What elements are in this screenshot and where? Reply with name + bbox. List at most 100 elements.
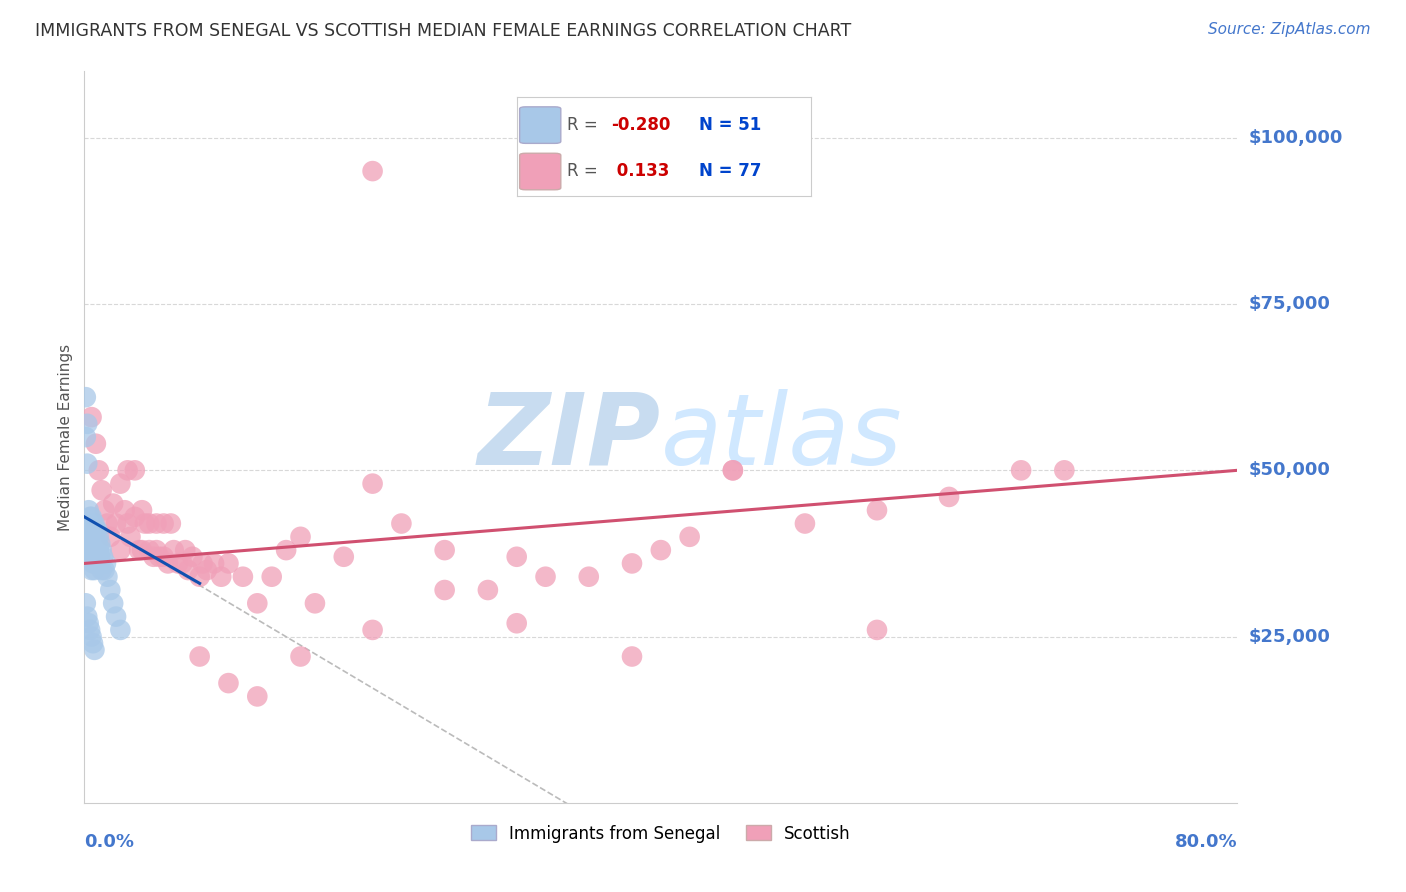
Point — [83, 543, 105, 558]
Point — [232, 570, 254, 584]
Point — [80, 509, 103, 524]
Point — [290, 530, 312, 544]
Point — [650, 543, 672, 558]
Point — [89, 536, 111, 550]
Point — [94, 557, 117, 571]
Point — [188, 570, 211, 584]
Point — [80, 523, 103, 537]
Point — [142, 549, 165, 564]
Point — [156, 557, 179, 571]
Text: $75,000: $75,000 — [1249, 295, 1330, 313]
Text: 0.0%: 0.0% — [84, 833, 135, 851]
Point — [506, 549, 529, 564]
Point — [84, 523, 107, 537]
Point — [167, 557, 190, 571]
Point — [131, 503, 153, 517]
Point — [90, 543, 112, 558]
Point — [87, 543, 110, 558]
Point — [138, 543, 160, 558]
Point — [93, 563, 115, 577]
Point — [866, 503, 889, 517]
Point — [163, 543, 186, 558]
Point — [86, 523, 108, 537]
Point — [98, 582, 121, 597]
Point — [82, 543, 104, 558]
Point — [90, 483, 112, 498]
Point — [96, 516, 118, 531]
Point — [103, 497, 124, 511]
Point — [578, 570, 600, 584]
Point — [361, 623, 384, 637]
Point — [290, 649, 312, 664]
Point — [77, 543, 100, 558]
Point — [110, 623, 132, 637]
Point — [82, 557, 104, 571]
Point — [621, 557, 644, 571]
Point — [218, 676, 240, 690]
Point — [195, 563, 218, 577]
Text: $100,000: $100,000 — [1249, 128, 1343, 147]
Point — [191, 557, 214, 571]
Point — [80, 563, 103, 577]
Point — [246, 596, 269, 610]
Point — [77, 616, 100, 631]
Point — [276, 543, 298, 558]
Point — [1010, 463, 1032, 477]
Point — [84, 536, 107, 550]
Point — [260, 570, 283, 584]
Point — [76, 457, 98, 471]
Text: ZIP: ZIP — [478, 389, 661, 485]
Point — [134, 516, 156, 531]
Point — [79, 530, 101, 544]
Point — [80, 410, 103, 425]
Point — [218, 557, 240, 571]
Point — [105, 516, 128, 531]
Point — [110, 543, 132, 558]
Point — [433, 543, 456, 558]
Point — [145, 516, 167, 531]
Point — [304, 596, 326, 610]
Text: $50,000: $50,000 — [1249, 461, 1330, 479]
Point — [361, 476, 384, 491]
Point — [128, 543, 150, 558]
Point — [91, 549, 114, 564]
Point — [82, 516, 104, 531]
Point — [131, 543, 153, 558]
Legend: Immigrants from Senegal, Scottish: Immigrants from Senegal, Scottish — [464, 818, 858, 849]
Point — [110, 476, 132, 491]
Point — [86, 536, 108, 550]
Point — [80, 630, 103, 644]
Point — [148, 549, 170, 564]
Point — [103, 596, 124, 610]
Y-axis label: Median Female Earnings: Median Female Earnings — [58, 343, 73, 531]
Point — [117, 463, 139, 477]
Point — [79, 623, 101, 637]
Point — [152, 516, 174, 531]
Point — [124, 463, 146, 477]
Text: IMMIGRANTS FROM SENEGAL VS SCOTTISH MEDIAN FEMALE EARNINGS CORRELATION CHART: IMMIGRANTS FROM SENEGAL VS SCOTTISH MEDI… — [35, 22, 852, 40]
Point — [82, 530, 104, 544]
Point — [80, 549, 103, 564]
Point — [114, 503, 136, 517]
Point — [361, 164, 384, 178]
Text: atlas: atlas — [661, 389, 903, 485]
Point — [76, 417, 98, 431]
Point — [87, 530, 110, 544]
Point — [83, 530, 105, 544]
Point — [138, 516, 160, 531]
Point — [160, 516, 183, 531]
Point — [80, 536, 103, 550]
Point — [124, 509, 146, 524]
Point — [93, 503, 115, 517]
Point — [181, 549, 204, 564]
Point — [87, 463, 110, 477]
Point — [506, 616, 529, 631]
Point — [96, 570, 118, 584]
Point — [87, 557, 110, 571]
Point — [172, 557, 194, 571]
Text: Source: ZipAtlas.com: Source: ZipAtlas.com — [1208, 22, 1371, 37]
Point — [333, 549, 356, 564]
Point — [794, 516, 817, 531]
Point — [83, 563, 105, 577]
Point — [117, 516, 139, 531]
